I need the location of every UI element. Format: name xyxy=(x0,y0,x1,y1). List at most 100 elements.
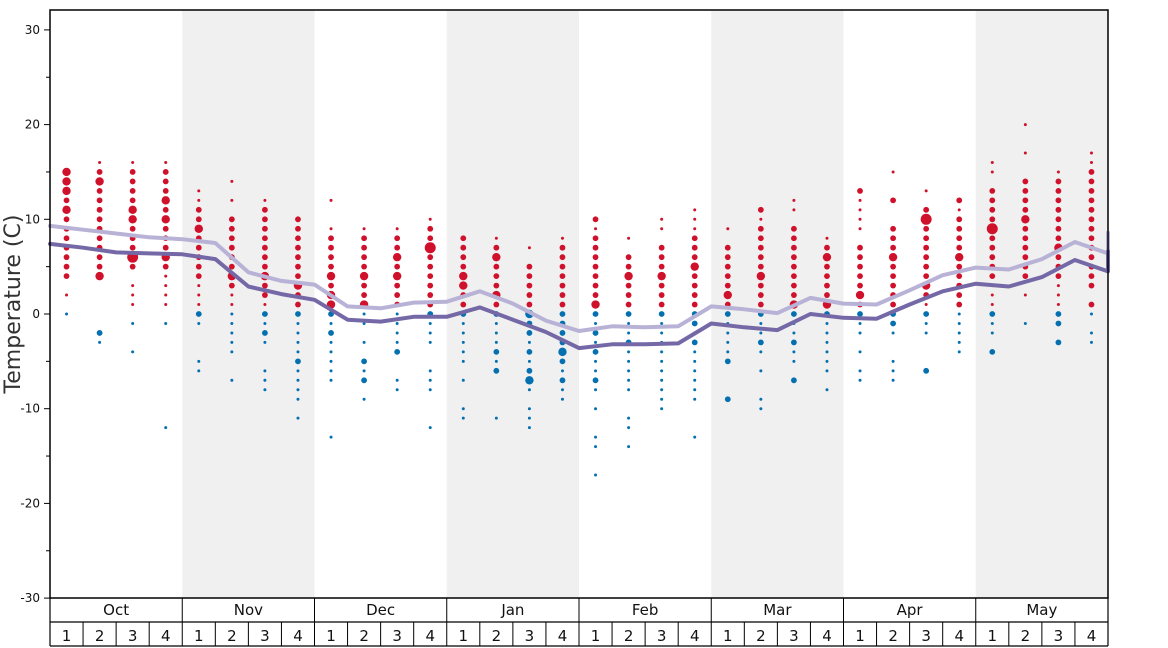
temperature-dot xyxy=(1022,187,1029,194)
temperature-dot xyxy=(1055,273,1062,280)
temperature-dot xyxy=(164,426,168,430)
temperature-dot xyxy=(428,331,432,335)
temperature-dot xyxy=(230,198,234,202)
temperature-dot xyxy=(195,263,202,270)
temperature-dot xyxy=(857,311,863,317)
temperature-dot xyxy=(858,217,862,221)
temperature-dot xyxy=(493,282,500,289)
temperature-dot xyxy=(592,330,599,336)
temperature-dot xyxy=(724,282,731,289)
temperature-dot xyxy=(1088,301,1095,308)
temperature-dot xyxy=(460,254,467,261)
week-label: 1 xyxy=(326,627,336,645)
temperature-dot xyxy=(1088,235,1095,242)
week-label: 2 xyxy=(888,627,898,645)
temperature-dot xyxy=(924,321,928,325)
temperature-dot xyxy=(329,369,333,373)
temperature-dot xyxy=(361,358,367,365)
temperature-dot xyxy=(658,244,665,251)
temperature-dot xyxy=(592,311,599,317)
temperature-dot xyxy=(691,273,698,280)
temperature-dot xyxy=(1055,320,1062,327)
temperature-dot xyxy=(96,187,103,194)
temperature-dot xyxy=(857,273,863,280)
temperature-dot xyxy=(98,340,102,344)
temperature-dot xyxy=(990,303,994,307)
temperature-dot xyxy=(923,367,930,374)
temperature-dot xyxy=(262,311,268,317)
temperature-dot xyxy=(459,281,468,290)
temperature-dot xyxy=(924,331,928,335)
temperature-dot xyxy=(791,311,797,317)
temperature-dot xyxy=(362,321,366,325)
temperature-dot xyxy=(825,236,829,240)
temperature-dot xyxy=(361,244,367,251)
temperature-dot xyxy=(263,388,267,392)
temperature-dot xyxy=(923,244,930,251)
y-tick-label: 10 xyxy=(25,212,40,226)
temperature-dot xyxy=(824,244,830,251)
temperature-dot xyxy=(792,350,796,354)
temperature-dot xyxy=(262,206,268,213)
temperature-dot xyxy=(559,263,566,270)
temperature-dot xyxy=(526,367,533,374)
temperature-dot xyxy=(164,293,168,297)
temperature-dot xyxy=(361,235,367,242)
temperature-dot xyxy=(724,358,731,365)
temperature-dot xyxy=(1089,151,1093,155)
temperature-dot xyxy=(129,169,136,175)
temperature-dot xyxy=(493,367,500,374)
temperature-dot xyxy=(660,217,664,221)
temperature-dot xyxy=(1088,206,1095,213)
temperature-dot xyxy=(924,303,928,307)
temperature-dot xyxy=(493,263,500,270)
temperature-dot xyxy=(197,198,201,202)
temperature-dot xyxy=(296,416,300,420)
temperature-dot xyxy=(361,282,367,289)
temperature-dot xyxy=(956,197,963,204)
temperature-dot xyxy=(757,235,764,242)
temperature-dot xyxy=(329,350,333,354)
temperature-dot xyxy=(1089,340,1093,344)
temperature-dot xyxy=(359,271,369,281)
temperature-dot xyxy=(791,254,797,261)
temperature-dot xyxy=(394,235,401,242)
temperature-dot xyxy=(230,312,234,316)
temperature-dot xyxy=(693,435,697,439)
temperature-dot xyxy=(460,301,467,308)
temperature-dot xyxy=(890,244,896,251)
temperature-dot xyxy=(627,236,631,240)
temperature-dot xyxy=(989,187,996,194)
week-label: 1 xyxy=(459,627,469,645)
temperature-dot xyxy=(460,263,467,270)
temperature-dot xyxy=(131,321,135,325)
temperature-dot xyxy=(990,321,994,325)
month-label: Dec xyxy=(366,601,395,619)
temperature-dot xyxy=(923,273,930,280)
temperature-dot xyxy=(395,378,399,382)
temperature-dot xyxy=(230,378,234,382)
temperature-dot xyxy=(328,282,334,289)
temperature-dot xyxy=(857,254,863,261)
temperature-dot xyxy=(95,177,104,186)
temperature-dot xyxy=(1021,215,1030,224)
temperature-dot xyxy=(824,273,830,280)
temperature-dot xyxy=(493,273,500,280)
temperature-dot xyxy=(428,340,432,344)
temperature-dot xyxy=(1055,235,1062,242)
temperature-dot xyxy=(1022,206,1029,213)
temperature-dot xyxy=(527,340,531,344)
temperature-dot xyxy=(923,206,930,213)
week-label: 2 xyxy=(492,627,502,645)
temperature-dot xyxy=(394,292,401,298)
temperature-dot xyxy=(329,435,333,439)
temperature-dot xyxy=(989,206,996,213)
temperature-dot xyxy=(559,244,566,251)
temperature-dot xyxy=(857,282,863,289)
temperature-dot xyxy=(693,208,697,212)
temperature-dot xyxy=(295,216,301,223)
temperature-dot xyxy=(658,301,665,308)
temperature-dot xyxy=(128,205,137,215)
temperature-dot xyxy=(923,254,930,261)
temperature-dot xyxy=(594,435,598,439)
